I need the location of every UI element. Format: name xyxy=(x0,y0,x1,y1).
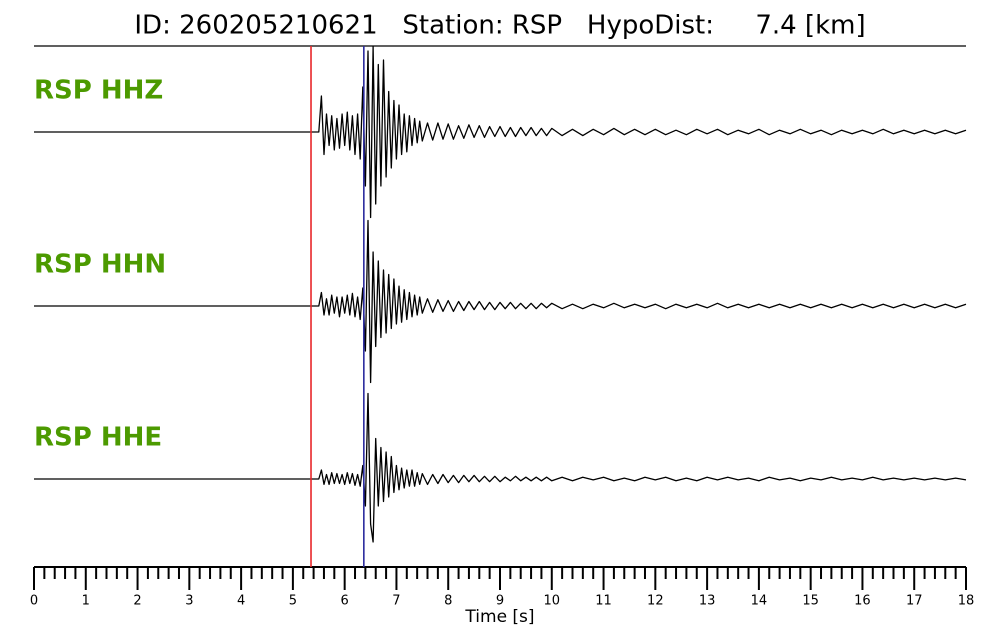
waveform-trace xyxy=(34,392,967,543)
x-tick-label: 8 xyxy=(444,594,452,609)
x-tick-label: 12 xyxy=(647,594,664,609)
x-tick-label: 13 xyxy=(699,594,716,609)
x-tick-label: 5 xyxy=(289,594,297,609)
trace-label: RSP HHZ xyxy=(34,76,163,106)
x-tick-label: 6 xyxy=(341,594,349,609)
x-axis-label: Time [s] xyxy=(464,607,534,627)
x-tick-label: 15 xyxy=(802,594,819,609)
x-tick-label: 14 xyxy=(751,594,768,609)
x-tick-label: 17 xyxy=(906,594,923,609)
x-tick-label: 3 xyxy=(185,594,193,609)
x-tick-label: 16 xyxy=(854,594,871,609)
x-tick-label: 7 xyxy=(392,594,400,609)
trace-label: RSP HHE xyxy=(34,423,162,453)
waveform-trace xyxy=(34,219,967,384)
x-tick-label: 2 xyxy=(133,594,141,609)
trace-label: RSP HHN xyxy=(34,250,166,280)
x-tick-label: 4 xyxy=(237,594,245,609)
x-tick-label: 9 xyxy=(496,594,504,609)
x-tick-label: 18 xyxy=(958,594,975,609)
x-tick-label: 0 xyxy=(30,594,38,609)
chart-title: ID: 260205210621 Station: RSP HypoDist: … xyxy=(134,11,865,41)
x-tick-label: 10 xyxy=(544,594,561,609)
x-tick-label: 11 xyxy=(595,594,612,609)
waveform-trace xyxy=(34,45,967,219)
x-tick-label: 1 xyxy=(82,594,90,609)
